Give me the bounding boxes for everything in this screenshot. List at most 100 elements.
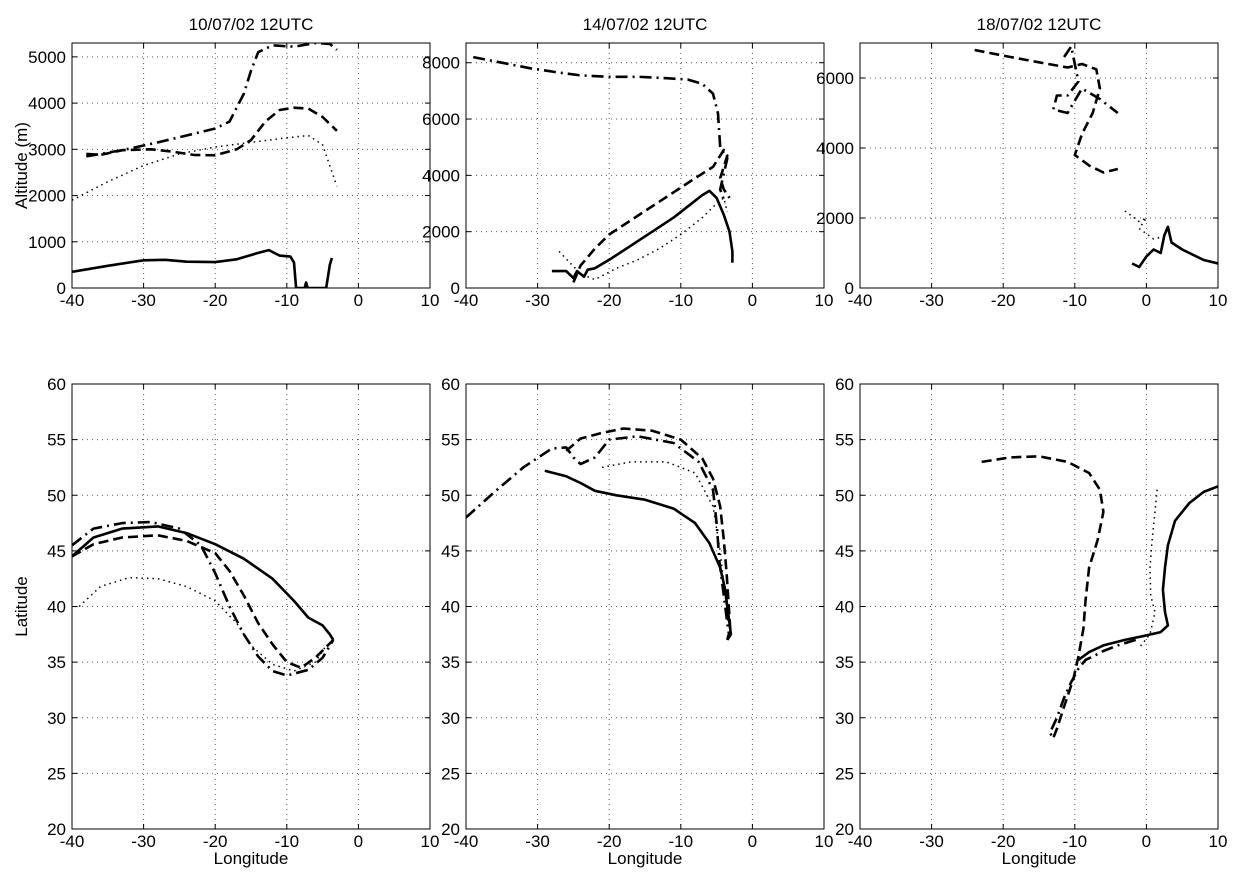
grid xyxy=(860,43,1218,288)
plot-frame xyxy=(465,42,825,289)
y-tick-label: 55 xyxy=(835,431,854,450)
series-dashed xyxy=(572,148,731,283)
series-group xyxy=(981,455,1218,739)
series-dash-dot xyxy=(86,43,338,158)
x-tick-label: -20 xyxy=(991,291,1016,310)
x-tick-label: 0 xyxy=(354,291,363,310)
y-tick-label: 40 xyxy=(47,598,66,617)
x-tick-label: 0 xyxy=(1142,832,1151,851)
x-tick-label: 10 xyxy=(815,291,834,310)
x-tick-label: -20 xyxy=(597,291,622,310)
y-tick-label: 55 xyxy=(441,431,460,450)
series-solid xyxy=(551,189,734,280)
y-tick-label: 30 xyxy=(47,709,66,728)
y-tick-label: 5000 xyxy=(28,48,66,67)
y-tick-label: 1000 xyxy=(28,233,66,252)
x-tick-label: -20 xyxy=(991,832,1016,851)
panel-p6: -40 -30 -20 -10 0 10 20 25 30 35 40 45 50 55 60 Longitu… xyxy=(835,334,1237,868)
panel-p3: -40 -30 -20 -10 0 10 0 2000 4000 6000 18/07/02 12U… xyxy=(816,15,1227,310)
y-tick-label: 20 xyxy=(835,820,854,839)
series-dashed xyxy=(86,106,338,157)
x-tick-label: -30 xyxy=(525,291,550,310)
x-tick-label: -10 xyxy=(669,832,694,851)
series-solid xyxy=(72,525,335,641)
y-tick-label: 4000 xyxy=(28,94,66,113)
panel-p4: -40 -30 -20 -10 0 10202530354045505560Longitu… xyxy=(12,334,605,868)
series-dash-dot xyxy=(1048,638,1137,739)
x-tick-label: -20 xyxy=(203,832,228,851)
coastline xyxy=(259,334,605,746)
y-tick-label: 30 xyxy=(441,709,460,728)
x-tick-label: 0 xyxy=(354,832,363,851)
y-tick-label: 50 xyxy=(441,486,460,505)
y-tick-label: 25 xyxy=(441,764,460,783)
y-tick-label: 0 xyxy=(451,279,460,298)
series-dash-dot xyxy=(466,435,731,638)
grid xyxy=(466,43,824,288)
x-tick-label: -20 xyxy=(597,832,622,851)
y-tick-label: 35 xyxy=(835,653,854,672)
y-tick-label: 4000 xyxy=(816,139,854,158)
series-dotted xyxy=(78,576,327,672)
y-tick-label: 3000 xyxy=(28,140,66,159)
x-tick-label: -40 xyxy=(848,832,873,851)
x-tick-label: -40 xyxy=(848,291,873,310)
x-tick-label: -40 xyxy=(454,291,479,310)
series-dash-dot xyxy=(472,55,729,204)
series-dashed xyxy=(974,48,1119,174)
series-solid xyxy=(544,469,733,641)
y-tick-label: 0 xyxy=(845,279,854,298)
x-tick-label: -10 xyxy=(275,832,300,851)
series-group xyxy=(466,427,733,641)
series-dotted xyxy=(72,134,338,201)
series-dashed xyxy=(565,427,732,641)
panel-p1: -40 -30 -20 -10 0 10 0 1000 2000 3000 4000 5000 10/0… xyxy=(12,15,439,310)
y-axis-label: Altitude (m) xyxy=(12,122,31,209)
series-dashed xyxy=(981,455,1105,739)
panel-title: 10/07/02 12UTC xyxy=(189,15,314,34)
series-dotted xyxy=(1138,489,1158,649)
plot-frame xyxy=(859,42,1219,289)
grid xyxy=(72,43,430,288)
x-tick-label: 0 xyxy=(748,291,757,310)
y-axis-label: Latitude xyxy=(12,576,31,637)
y-tick-label: 45 xyxy=(47,542,66,561)
series-solid xyxy=(1131,225,1218,269)
x-tick-label: 10 xyxy=(815,832,834,851)
series-dotted xyxy=(601,461,730,629)
x-tick-label: -40 xyxy=(60,291,85,310)
series-solid xyxy=(1077,485,1218,661)
x-tick-label: 0 xyxy=(748,832,757,851)
y-tick-label: 45 xyxy=(441,542,460,561)
y-tick-label: 20 xyxy=(47,820,66,839)
panel-p2: -40 -30 -20 -10 0 10 0 2000 4000 6000 8000 14/07/02… xyxy=(422,15,833,310)
x-tick-label: -30 xyxy=(919,832,944,851)
series-dash-dot xyxy=(1052,45,1119,115)
grid xyxy=(466,384,824,829)
panel-p5: -40 -30 -20 -10 0 10202530354045505560Longitu… xyxy=(441,375,834,868)
y-tick-label: 25 xyxy=(835,764,854,783)
x-tick-label: 0 xyxy=(1142,291,1151,310)
panel-title: 14/07/02 12UTC xyxy=(583,15,708,34)
series-group xyxy=(72,520,335,677)
coastline xyxy=(1047,334,1237,746)
x-tick-label: -10 xyxy=(1063,291,1088,310)
y-tick-label: 8000 xyxy=(422,54,460,73)
series-dashed xyxy=(72,534,335,669)
x-tick-label: -20 xyxy=(203,291,228,310)
x-tick-label: -10 xyxy=(669,291,694,310)
y-tick-label: 20 xyxy=(441,820,460,839)
x-tick-label: -30 xyxy=(131,832,156,851)
y-tick-label: 25 xyxy=(47,764,66,783)
y-tick-label: 35 xyxy=(47,653,66,672)
y-tick-label: 6000 xyxy=(422,110,460,129)
x-axis-label: Longitude xyxy=(608,849,683,868)
y-tick-label: 35 xyxy=(441,653,460,672)
x-tick-label: -40 xyxy=(454,832,479,851)
plot-frame xyxy=(465,383,825,830)
y-tick-label: 30 xyxy=(835,709,854,728)
panel-title: 18/07/02 12UTC xyxy=(977,15,1102,34)
x-tick-label: 10 xyxy=(421,832,440,851)
x-tick-label: -40 xyxy=(60,832,85,851)
